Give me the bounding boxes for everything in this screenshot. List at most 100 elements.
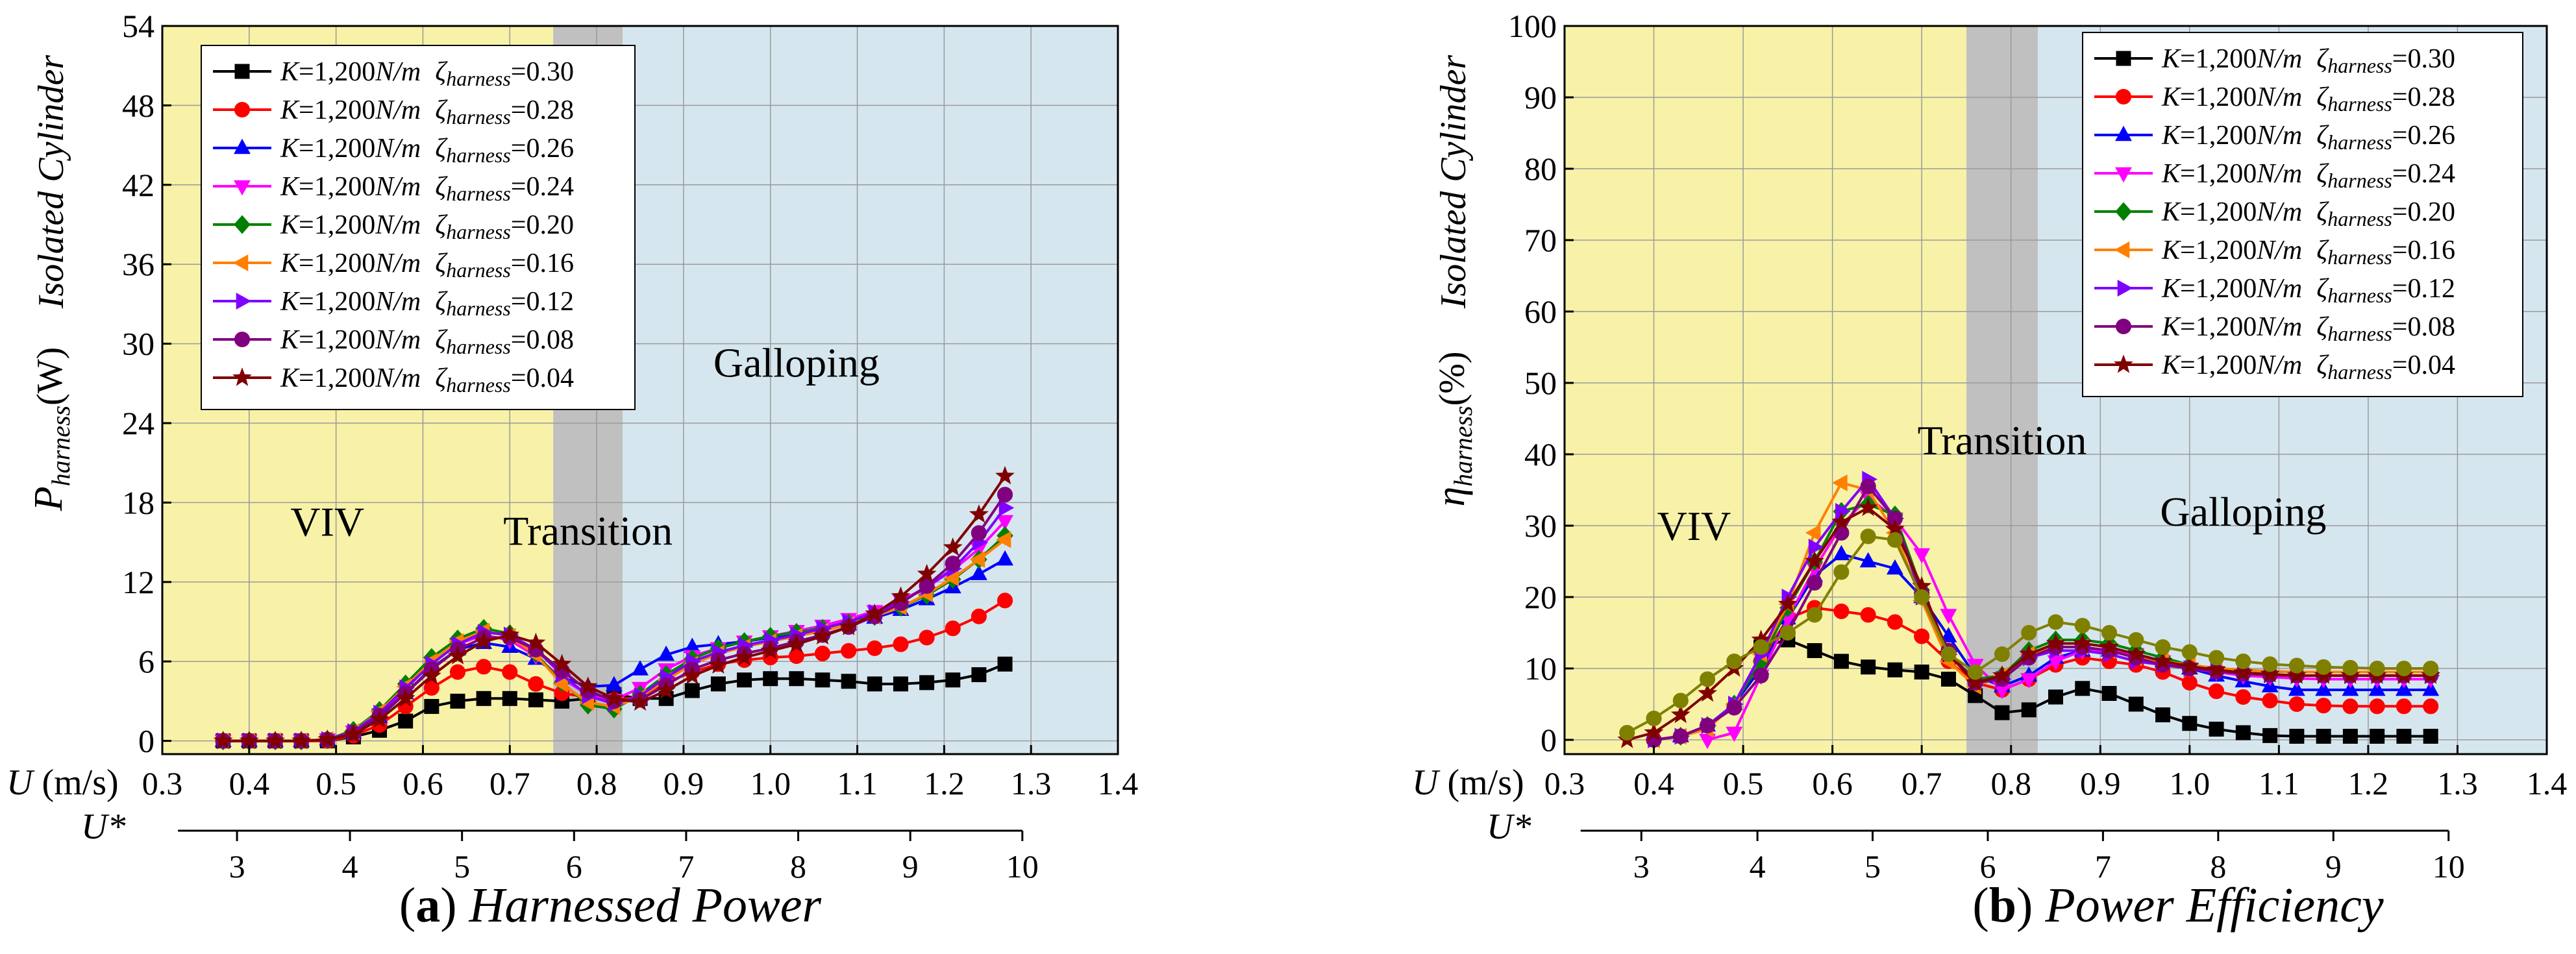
panel-b-series-0-point (2101, 686, 2117, 701)
panel-b-series-1-point (2369, 698, 2385, 715)
panel-b-series-2-point (2315, 680, 2333, 696)
panel-b-series-0-point (1887, 662, 1903, 678)
panel-b-series-3-point (1940, 609, 1957, 624)
panel-b-series-2-point (1886, 559, 1903, 575)
panel-b-series-8-point (1992, 665, 2012, 684)
panel-b-series-7-point (1700, 717, 1716, 734)
panel-b-series-9-point (1753, 639, 1769, 655)
panel-b-series-2-point (1859, 552, 1877, 568)
panel-b-chart: VIV Transition Galloping 0 10 20 30 40 50 60 70 80 9… (1412, 8, 2567, 933)
panel-b-series-1-point (2288, 696, 2305, 713)
panel-a-series-8-point (500, 624, 520, 644)
panel-b-xtick-label: 0.8 (1990, 765, 2031, 801)
panel-b-ytick-label: 50 (1524, 365, 1557, 401)
panel-b-series-5-point (1832, 474, 1848, 491)
panel-b-series-9-point (1994, 646, 2011, 663)
panel-b-series-9-point (2262, 656, 2278, 672)
panel-a-series-1-point (893, 636, 909, 652)
panel-a-series-0-point (502, 691, 517, 706)
panel-b-caption: (b) Power Efficiency (1972, 878, 2383, 933)
panel-b-legend-entry: K=1,200N/m ζharness=0.28 (2161, 82, 2455, 116)
panel-b-series-0-point (2075, 681, 2090, 696)
panel-b-series-0-point (1940, 672, 1956, 687)
panel-a-series-0-point (450, 693, 465, 709)
panel-a-series-1-point (449, 664, 466, 680)
panel-b-series-1-point (1914, 628, 1930, 644)
panel-b-series-9-point (2074, 617, 2090, 634)
panel-b-series-8-point (2286, 665, 2307, 684)
panel-b-legend-marker (2115, 167, 2132, 183)
panel-a-legend-marker (234, 138, 251, 154)
panel-b-ytick-label: 90 (1524, 79, 1557, 116)
panel-a-series-1-point (841, 642, 857, 659)
panel-a-region-label-transition: Transition (503, 508, 673, 554)
panel-a-ytick-label: 6 (138, 643, 155, 679)
panel-b-series-8-point (1831, 511, 1852, 531)
panel-b-series-0-point (2342, 729, 2358, 744)
panel-a-series-3-point (997, 515, 1013, 531)
panel-b-plot-frame (1563, 25, 2548, 755)
panel-a-series-0-point (763, 671, 778, 687)
panel-b-series-9-point (2128, 631, 2144, 648)
panel-a-series-0-point (971, 667, 987, 683)
panel-b-series-2-point (2368, 680, 2386, 696)
panel-a-series-1-point (997, 593, 1013, 609)
panel-a-xlabel: U (m/s) (6, 763, 119, 803)
panel-a-series-2-point (997, 550, 1013, 566)
panel-a-secondary-xtick-label: 9 (902, 848, 919, 885)
panel-a-series-0-point (919, 675, 935, 691)
panel-b-series-3-point (2020, 673, 2038, 689)
panel-a-series-2-point (658, 645, 675, 661)
panel-a-series-1-point (423, 679, 440, 696)
panel-b-series-0-point (2235, 725, 2251, 740)
panel-a-legend-entry: K=1,200N/m ζharness=0.30 (280, 57, 574, 90)
panel-b-series-8-point (2233, 662, 2253, 681)
panel-b-series-0-point (2396, 729, 2412, 744)
panel-b-series-0-point (2128, 696, 2144, 712)
panel-b-series-1-point (2209, 683, 2225, 700)
panel-b-series-0-point (1861, 659, 1876, 675)
panel-b-series-8-point (1670, 704, 1690, 724)
panel-b-secondary-xtick-label: 6 (1979, 848, 1996, 885)
panel-b-series-1-point (2396, 698, 2412, 715)
panel-b-series-8-point (2072, 633, 2092, 652)
panel-a-legend-box (201, 45, 636, 410)
panel-b-legend-marker (2115, 88, 2132, 105)
panel-a-series-8-point (448, 646, 467, 665)
panel-b-series-9-point (2181, 644, 2198, 660)
panel-b-series-0-point (2155, 707, 2171, 722)
panel-b-xtick-label: 0.3 (1544, 765, 1585, 801)
panel-b-legend-entry: K=1,200N/m ζharness=0.16 (2161, 236, 2455, 269)
panel-a-secondary-xtick-label: 3 (229, 848, 245, 885)
panel-a-series-8-point (656, 680, 676, 699)
panel-a-series-8-point (813, 626, 832, 645)
panel-a-legend-entry: K=1,200N/m ζharness=0.12 (280, 287, 574, 320)
panel-b-series-1-point (2316, 698, 2332, 714)
panel-a-series-8-point (604, 688, 624, 707)
panel-b-legend-entry: K=1,200N/m ζharness=0.12 (2161, 274, 2455, 307)
panel-a-secondary-xtick-label: 10 (1006, 848, 1039, 885)
panel-a-series-0-point (945, 672, 961, 688)
panel-b-series-1-point (1887, 614, 1903, 630)
panel-b-series-2-point (2422, 680, 2440, 696)
panel-a-xtick-label: 0.7 (489, 765, 530, 801)
panel-a-series-0-point (476, 691, 491, 706)
panel-b-series-9-point (2021, 624, 2037, 641)
panel-b-series-9-point (2316, 659, 2332, 675)
panel-b-series-8-point (1965, 672, 1985, 691)
panel-b-series-0-point (1994, 705, 2010, 720)
panel-a-legend-entry: K=1,200N/m ζharness=0.26 (280, 134, 574, 167)
panel-b-series-3-point (1913, 548, 1931, 564)
panel-b-series-line-3 (1707, 495, 2431, 741)
panel-a-series-8-point (865, 604, 885, 622)
panel-b-region-label-galloping: Galloping (2160, 489, 2326, 535)
panel-a-ylabel-group: Pharness(W) (27, 347, 75, 511)
panel-b-series-0-point (1833, 654, 1849, 669)
panel-b-legend-marker (2115, 202, 2132, 221)
panel-b-xtick-label: 1.4 (2527, 765, 2568, 801)
panel-a-series-8-point (917, 563, 937, 583)
panel-a-series-1-point (919, 630, 935, 646)
panel-b-xtick-label: 0.9 (2080, 765, 2121, 801)
panel-b-series-9-point (2101, 624, 2118, 641)
